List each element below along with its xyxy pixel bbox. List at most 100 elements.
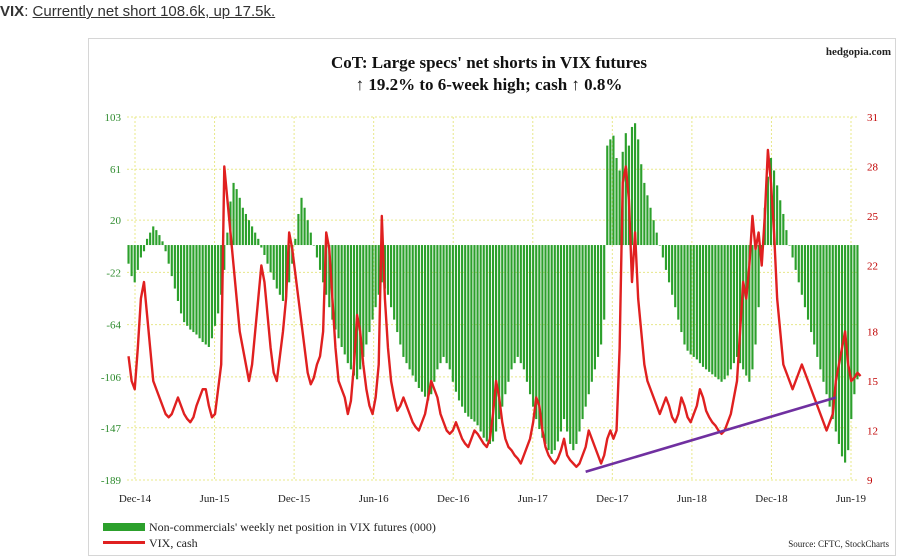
legend-swatch-bars: [103, 523, 145, 531]
bar-100: [436, 245, 439, 370]
bar-88: [399, 245, 402, 345]
bar-106: [454, 245, 458, 392]
legend-swatch-line: [103, 541, 145, 544]
bar-50: [281, 245, 285, 301]
bar-127: [519, 245, 522, 364]
x-tick-9: Jun-19: [836, 493, 866, 505]
bar-152: [596, 245, 600, 357]
bar-18: [183, 245, 186, 323]
y-left-tick-7: -189: [101, 475, 122, 487]
bar-151: [593, 245, 596, 370]
bar-102: [442, 245, 445, 357]
bar-94: [417, 245, 420, 388]
bar-51: [284, 245, 288, 298]
bar-183: [692, 245, 695, 357]
bar-215: [791, 245, 794, 258]
bar-161: [624, 133, 627, 246]
caption-ticker: VIX: [0, 3, 25, 20]
bar-233: [847, 245, 850, 451]
y-left-tick-5: -106: [101, 372, 122, 384]
bar-7: [149, 232, 152, 246]
bar-65: [328, 245, 331, 308]
bar-123: [507, 245, 510, 382]
bar-180: [683, 245, 686, 345]
bar-198: [739, 245, 742, 364]
bar-61: [315, 245, 319, 258]
bar-204: [757, 245, 760, 308]
bar-32: [226, 232, 229, 246]
y-left-tick-1: 61: [110, 164, 121, 176]
bar-58: [306, 220, 309, 246]
bar-23: [198, 245, 201, 339]
bar-174: [664, 245, 668, 270]
bar-188: [708, 245, 711, 372]
bar-35: [235, 189, 238, 246]
bar-149: [587, 245, 590, 395]
bar-131: [532, 245, 535, 407]
bar-227: [828, 245, 831, 407]
y-right-tick-5: 15: [867, 376, 879, 388]
bar-143: [569, 245, 572, 444]
bar-39: [247, 220, 251, 246]
bar-165: [637, 139, 640, 246]
bar-115: [482, 245, 485, 438]
bar-10: [158, 235, 161, 246]
bar-158: [615, 158, 618, 246]
bar-145: [575, 245, 578, 444]
y-left-tick-2: 20: [110, 215, 122, 227]
bar-107: [457, 245, 461, 401]
bar-56: [300, 197, 303, 246]
bar-189: [711, 245, 714, 375]
x-tick-6: Dec-17: [596, 493, 629, 505]
bar-132: [535, 245, 538, 420]
bar-84: [386, 245, 390, 295]
bar-25: [204, 245, 207, 345]
bar-38: [244, 213, 247, 246]
bar-137: [550, 245, 553, 454]
x-tick-1: Jun-15: [200, 493, 230, 505]
bar-190: [714, 245, 717, 377]
bar-150: [590, 245, 593, 382]
bar-36: [238, 197, 241, 246]
caption: VIX: Currently net short 108.6k, up 17.5…: [0, 3, 275, 20]
source-note: Source: CFTC, StockCharts: [788, 539, 889, 549]
bar-157: [612, 135, 615, 246]
bar-136: [547, 245, 550, 451]
bar-9: [155, 230, 158, 246]
bar-108: [461, 245, 464, 407]
bar-154: [603, 245, 606, 320]
bar-73: [352, 245, 356, 376]
bar-96: [423, 245, 427, 397]
x-tick-2: Dec-15: [278, 493, 311, 505]
bar-59: [309, 232, 312, 246]
bar-113: [476, 245, 479, 426]
bar-117: [488, 245, 491, 444]
bar-171: [655, 232, 658, 246]
bar-5: [142, 245, 146, 252]
bar-91: [408, 245, 411, 370]
bar-1: [130, 245, 133, 277]
bar-218: [800, 245, 803, 295]
bar-95: [420, 245, 424, 392]
bar-60: [312, 245, 315, 246]
bar-63: [322, 245, 325, 283]
bar-104: [448, 245, 451, 370]
caption-link[interactable]: Currently net short 108.6k, up 17.5k.: [32, 3, 276, 20]
bar-98: [430, 245, 433, 395]
bar-234: [850, 245, 853, 420]
bar-92: [411, 245, 414, 376]
bar-144: [572, 245, 575, 451]
bar-76: [362, 245, 365, 357]
bar-8: [152, 226, 155, 246]
bar-172: [658, 245, 661, 246]
bar-34: [232, 182, 235, 246]
bar-210: [776, 185, 779, 246]
bar-213: [785, 230, 788, 246]
bar-52: [288, 245, 291, 283]
chart-frame: 103 61 20 -22 -64 -106 -147 -189 31 28 25 22 18 15 12 9…: [88, 38, 896, 556]
bar-68: [337, 245, 340, 339]
bar-181: [686, 245, 689, 351]
bar-207: [766, 176, 769, 246]
bar-182: [689, 245, 692, 355]
vix-cot-chart: 103 61 20 -22 -64 -106 -147 -189 31 28 25 22 18 15 12 9…: [101, 46, 891, 550]
